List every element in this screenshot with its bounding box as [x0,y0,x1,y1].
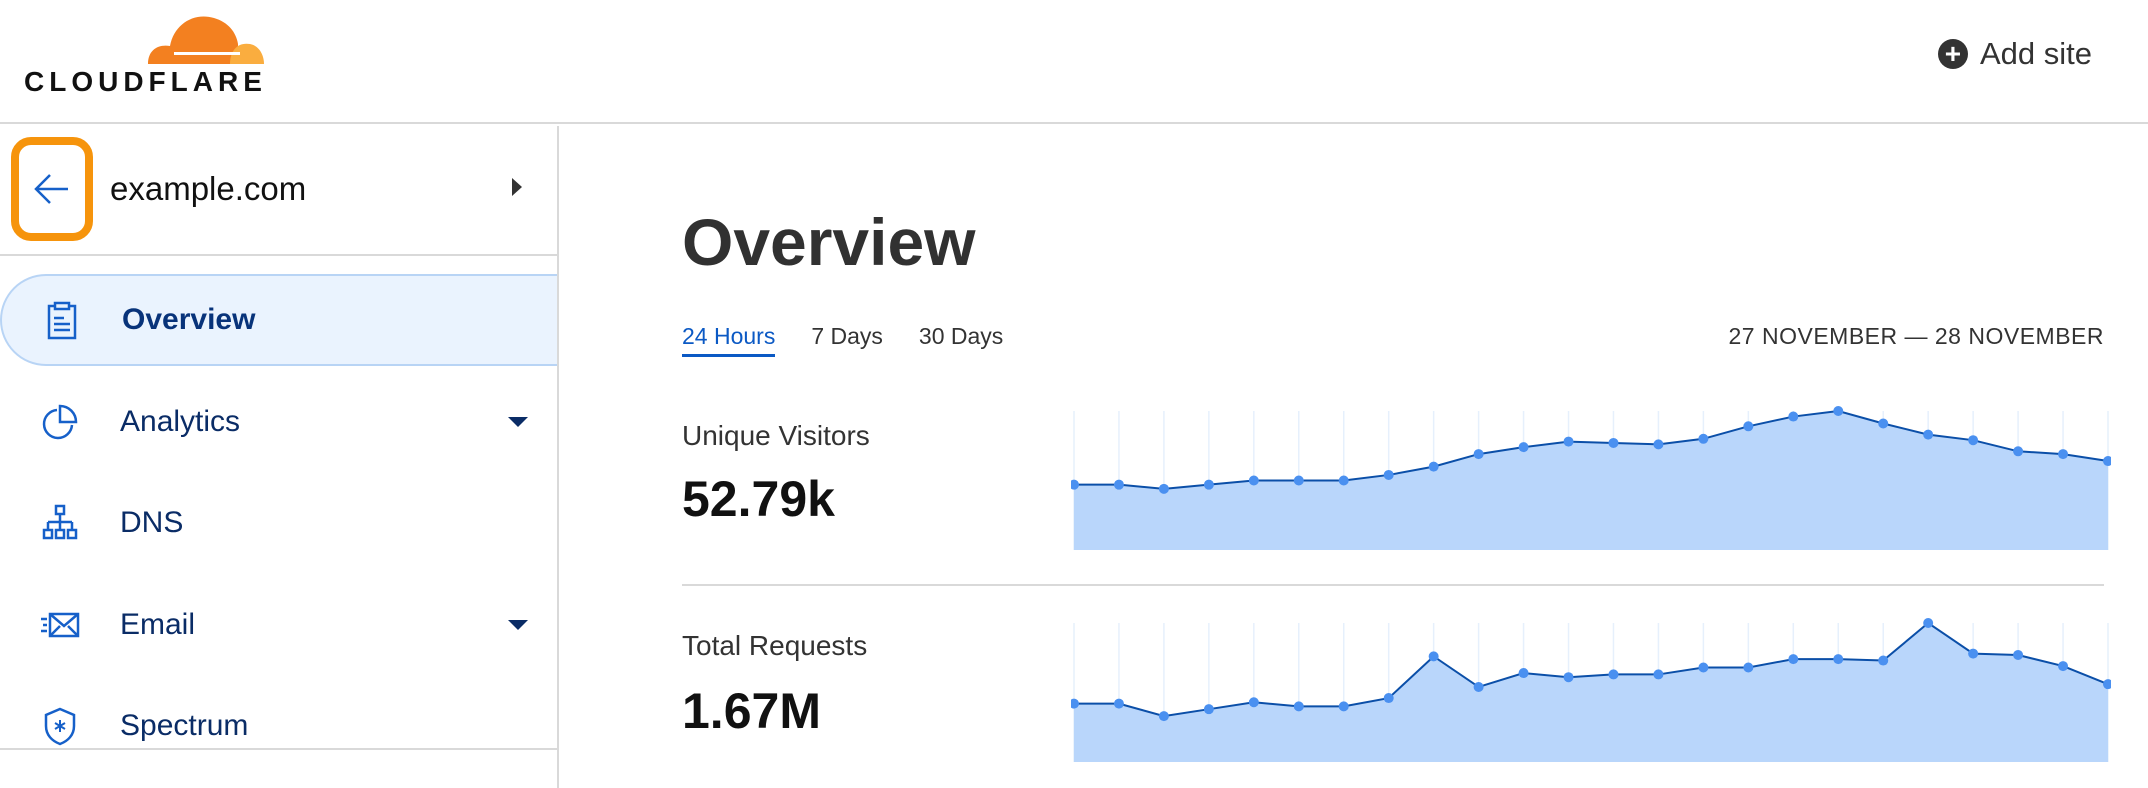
plus-circle-icon: + [1937,39,1968,69]
main-content: Overview 24 Hours 7 Days 30 Days 27 NOVE… [561,126,2148,788]
sidebar-item-label: Email [120,608,196,641]
sidebar-item-label: DNS [120,506,184,539]
data-point [2103,456,2111,467]
data-point [1653,669,1664,680]
tab-30-days[interactable]: 30 Days [918,323,1004,349]
data-point [1653,439,1664,450]
data-point [1563,436,1574,447]
add-site-label: Add site [1979,36,2092,71]
caret-right-icon[interactable] [512,178,522,196]
divider [0,748,557,750]
data-point [2058,449,2069,460]
time-range-tabs: 24 Hours 7 Days 30 Days [682,323,1003,357]
sidebar-item-analytics[interactable]: Analytics [0,376,557,468]
data-point [1071,479,1079,490]
data-point [1923,429,1934,440]
series-line [1074,409,2109,490]
data-point [1428,461,1439,472]
data-point [1788,411,1799,422]
sidebar-item-label: Overview [122,303,256,336]
data-point [1338,475,1349,486]
data-point [1158,711,1169,722]
total-requests-chart [1071,618,2111,762]
sidebar-item-dns[interactable]: DNS [0,477,557,569]
data-point [1473,449,1484,460]
data-point [1203,704,1214,715]
sidebar-item-label: Spectrum [120,709,249,742]
metric-label: Total Requests [682,630,868,661]
caret-down-icon[interactable] [508,620,528,630]
data-point [1968,435,1979,446]
data-point [1698,433,1709,444]
data-point [1158,483,1169,494]
tab-7-days[interactable]: 7 Days [811,323,883,349]
data-point [1248,697,1259,708]
clipboard-icon [47,301,77,340]
data-point [1071,698,1079,709]
data-point [1608,437,1619,448]
data-point [1833,654,1844,665]
data-point [1428,651,1439,662]
domain-selector: example.com [0,126,557,256]
data-point [2013,649,2024,660]
data-point [1833,406,1844,416]
top-header: CLOUDFLARE + Add site [0,0,2148,124]
arrow-left-icon [34,174,68,204]
data-point [1293,475,1304,486]
data-point [1878,418,1889,429]
shield-icon [44,707,76,746]
data-point [1113,479,1124,490]
data-point [1563,672,1574,683]
data-point [1383,693,1394,704]
sitemap-icon [42,504,78,540]
cloud-icon [148,16,264,64]
data-point [1293,701,1304,712]
data-point [2103,679,2111,690]
cloudflare-logo[interactable]: CLOUDFLARE [24,10,264,97]
data-point [2013,446,2024,457]
data-point [1518,442,1529,453]
sidebar-item-overview[interactable]: Overview [0,274,557,366]
data-point [1788,654,1799,665]
data-point [1608,669,1619,680]
area-fill [1074,411,2108,550]
data-point [1473,681,1484,692]
data-point [1698,662,1709,673]
metric-value: 52.79k [682,471,835,527]
email-icon [41,612,80,638]
data-point [1968,648,1979,659]
series-line [1074,621,2109,718]
area-fill [1074,623,2108,762]
sidebar-item-spectrum[interactable]: Spectrum [0,680,557,772]
data-point [1743,662,1754,673]
tab-24-hours[interactable]: 24 Hours [682,323,776,357]
logo-text: CLOUDFLARE [24,66,267,97]
data-point [2058,661,2069,672]
back-button[interactable] [11,137,93,241]
metric-value: 1.67M [682,683,821,739]
sidebar-item-email[interactable]: Email [0,579,557,671]
data-point [1338,701,1349,712]
domain-name[interactable]: example.com [110,170,307,207]
data-point [1203,479,1214,490]
pie-chart-icon [42,404,78,440]
data-point [1248,475,1259,486]
date-range: 27 NOVEMBER — 28 NOVEMBER [1728,323,2104,349]
metric-label: Unique Visitors [682,420,870,451]
data-point [1878,655,1889,666]
data-point [1383,469,1394,480]
data-point [1518,668,1529,679]
divider [682,584,2104,586]
data-point [1923,618,1934,628]
data-point [1743,421,1754,432]
page-title: Overview [682,205,976,279]
sidebar-item-label: Analytics [120,405,241,438]
sidebar: example.com Overview Analytics DNS Email… [0,126,559,788]
unique-visitors-chart [1071,406,2111,550]
caret-down-icon[interactable] [508,417,528,427]
data-point [1113,698,1124,709]
add-site-button[interactable]: + Add site [1937,36,2092,72]
